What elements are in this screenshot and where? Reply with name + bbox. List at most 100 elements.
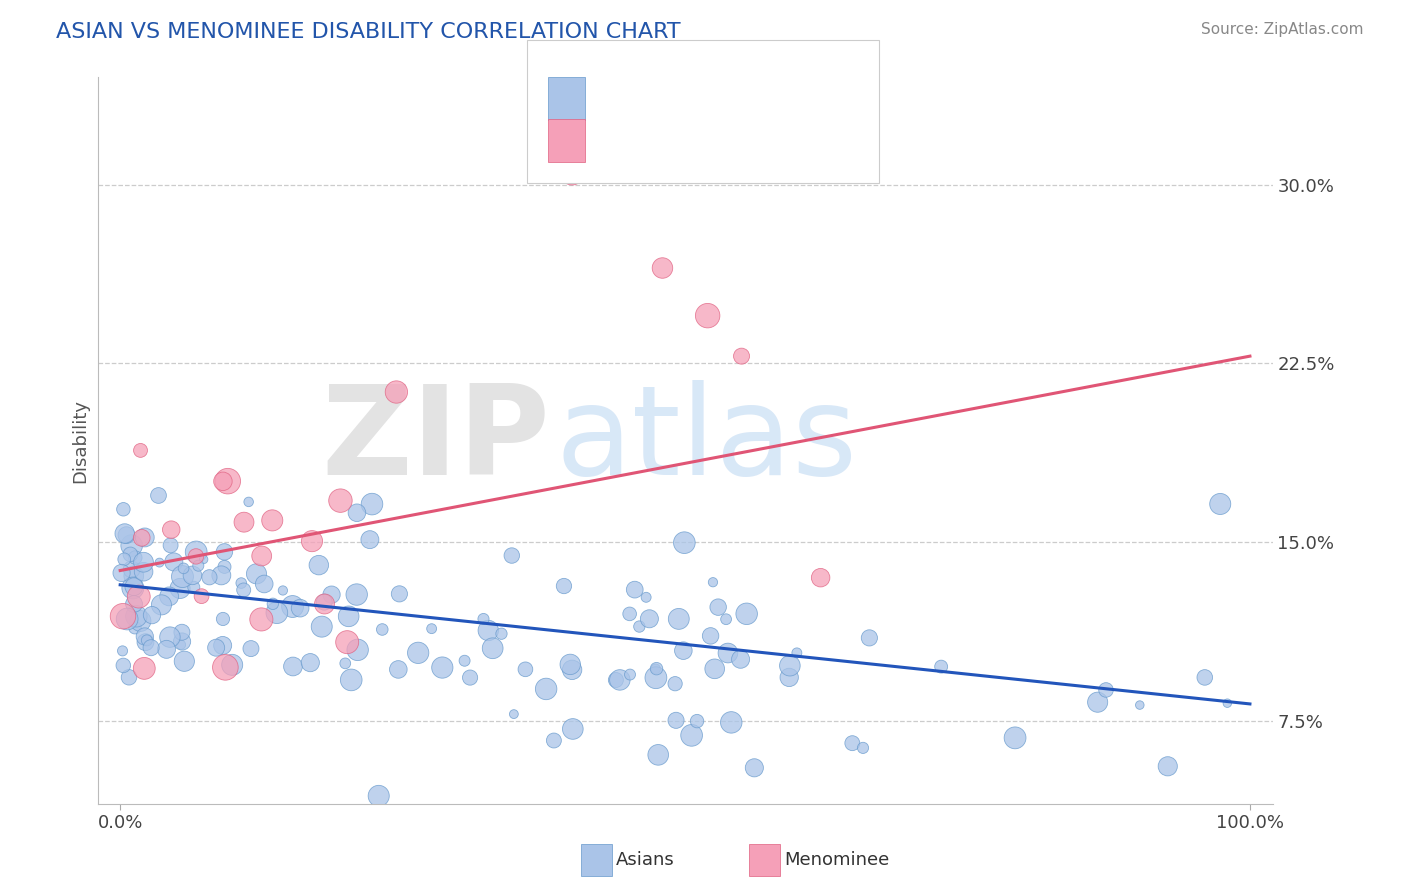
Point bbox=[214, 560, 236, 574]
Point bbox=[361, 497, 384, 511]
Point bbox=[458, 671, 481, 685]
Point bbox=[250, 612, 273, 626]
Point bbox=[672, 643, 695, 657]
Point bbox=[115, 528, 138, 542]
Point bbox=[858, 631, 880, 645]
Point bbox=[281, 659, 304, 673]
Point bbox=[163, 555, 186, 569]
Point bbox=[346, 643, 368, 657]
Point bbox=[645, 662, 668, 676]
Point bbox=[139, 640, 162, 655]
Text: Source: ZipAtlas.com: Source: ZipAtlas.com bbox=[1201, 22, 1364, 37]
Point bbox=[1087, 695, 1109, 709]
Point bbox=[148, 556, 170, 570]
Point bbox=[335, 657, 357, 671]
Point bbox=[124, 550, 146, 565]
Point bbox=[644, 662, 666, 676]
Point bbox=[311, 620, 333, 634]
Text: Asians: Asians bbox=[616, 851, 675, 869]
Point bbox=[170, 634, 193, 648]
Point bbox=[239, 641, 262, 656]
Point bbox=[336, 635, 359, 649]
Point bbox=[359, 533, 381, 547]
Text: ZIP: ZIP bbox=[321, 380, 550, 501]
Point bbox=[703, 662, 725, 676]
Point bbox=[173, 561, 195, 575]
Point bbox=[561, 722, 583, 736]
Point bbox=[696, 309, 718, 323]
Point bbox=[288, 601, 311, 615]
Point bbox=[664, 676, 686, 690]
Point bbox=[112, 502, 135, 516]
Point bbox=[314, 595, 336, 609]
Point bbox=[561, 166, 583, 180]
Text: R =: R = bbox=[593, 135, 636, 154]
Point bbox=[122, 597, 145, 611]
Point bbox=[134, 531, 156, 545]
Point bbox=[387, 662, 409, 676]
Text: -0.436: -0.436 bbox=[630, 93, 699, 112]
Point bbox=[647, 747, 669, 762]
Point bbox=[253, 577, 276, 591]
Point bbox=[1194, 670, 1216, 684]
Point bbox=[141, 608, 163, 623]
Point bbox=[717, 646, 740, 660]
Point bbox=[169, 582, 191, 596]
Point bbox=[124, 621, 146, 635]
Point bbox=[720, 715, 742, 730]
Point bbox=[628, 619, 651, 633]
Point bbox=[707, 600, 730, 615]
Point bbox=[111, 609, 134, 624]
Point bbox=[340, 673, 363, 687]
Point bbox=[262, 513, 284, 527]
Point bbox=[1004, 731, 1026, 745]
Point bbox=[231, 576, 253, 591]
Point bbox=[238, 495, 260, 509]
Point bbox=[651, 260, 673, 275]
Point bbox=[681, 728, 703, 742]
Point bbox=[129, 614, 152, 628]
Point bbox=[159, 630, 181, 644]
Text: 147: 147 bbox=[752, 93, 793, 112]
Point bbox=[735, 607, 758, 621]
Point bbox=[214, 660, 236, 674]
Point bbox=[481, 641, 503, 656]
Text: N =: N = bbox=[709, 93, 765, 112]
Point bbox=[131, 531, 153, 545]
Point bbox=[778, 670, 800, 684]
Point bbox=[1129, 698, 1152, 712]
Point bbox=[121, 539, 143, 553]
Point bbox=[198, 570, 221, 584]
Point bbox=[148, 488, 170, 502]
Point bbox=[129, 443, 152, 458]
Point bbox=[111, 644, 134, 658]
Point bbox=[121, 562, 143, 576]
Point bbox=[314, 597, 336, 611]
Point bbox=[406, 646, 429, 660]
Point bbox=[214, 545, 236, 559]
Point bbox=[388, 587, 411, 601]
Point bbox=[209, 568, 232, 582]
Point bbox=[371, 623, 394, 637]
Point bbox=[271, 583, 294, 598]
Point bbox=[173, 654, 195, 668]
Point bbox=[190, 589, 212, 603]
Point bbox=[308, 558, 330, 573]
Point bbox=[609, 673, 631, 687]
Point bbox=[453, 654, 475, 668]
Point bbox=[619, 667, 641, 681]
Point bbox=[636, 591, 658, 605]
Point bbox=[115, 612, 138, 626]
Point bbox=[183, 580, 205, 594]
Point bbox=[262, 597, 284, 611]
Point bbox=[114, 526, 136, 541]
Point bbox=[432, 660, 454, 674]
Point bbox=[329, 493, 352, 508]
Point bbox=[211, 639, 233, 653]
Text: N =: N = bbox=[709, 135, 765, 154]
Point bbox=[477, 624, 499, 638]
Point bbox=[665, 714, 688, 728]
Point bbox=[501, 549, 523, 563]
Point bbox=[112, 658, 135, 673]
Point bbox=[155, 642, 177, 657]
